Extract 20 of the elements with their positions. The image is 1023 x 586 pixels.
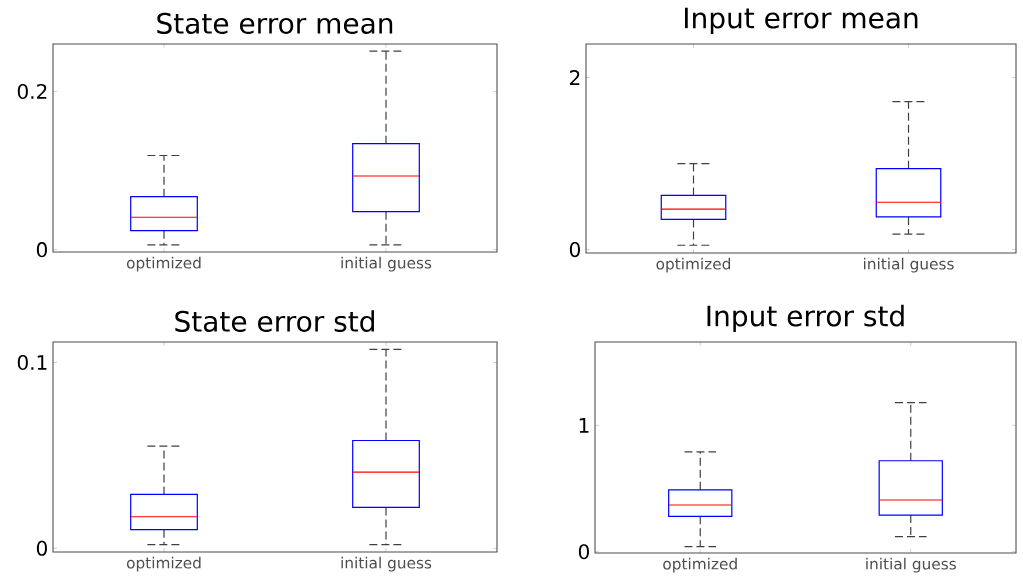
y-tick-label: 0 — [36, 242, 47, 258]
x-tick-label: initial guess — [864, 257, 954, 273]
y-tick-label: 0.1 — [17, 354, 47, 371]
y-tick-label: 1 — [579, 418, 589, 433]
x-tick-label: optimized — [126, 256, 201, 272]
chart-title: State error mean — [157, 12, 393, 34]
y-tick-label: 0 — [36, 540, 47, 556]
x-tick-label: initial guess — [341, 556, 432, 572]
x-tick-label: optimized — [126, 556, 201, 572]
chart-title: State error std — [175, 310, 374, 332]
y-tick-label: 0 — [569, 242, 580, 258]
y-tick-label: 2 — [570, 70, 580, 85]
y-tick-label: 0 — [578, 544, 589, 560]
chart-title: Input error std — [707, 304, 904, 332]
chart-title: Input error mean — [685, 7, 918, 34]
y-tick-label: 0.2 — [17, 83, 47, 100]
x-tick-label: optimized — [663, 557, 737, 573]
x-tick-label: initial guess — [341, 256, 432, 272]
x-tick-label: optimized — [656, 257, 731, 273]
x-tick-label: initial guess — [866, 557, 956, 573]
